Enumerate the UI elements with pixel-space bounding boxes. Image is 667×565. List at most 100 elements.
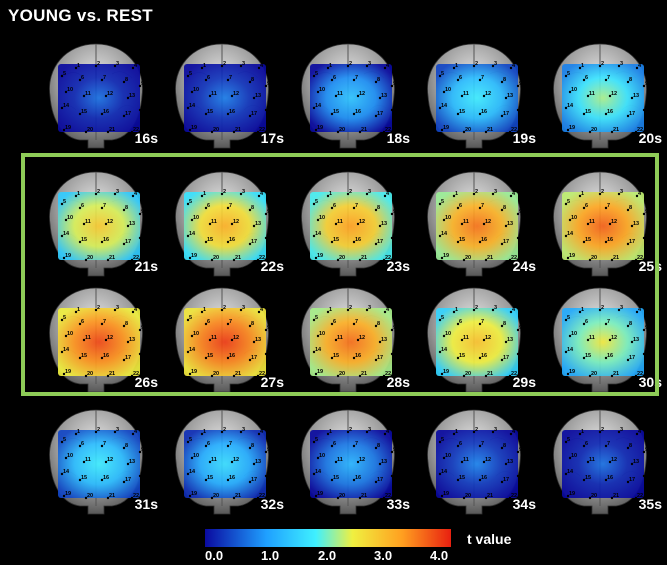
svg-text:17: 17 xyxy=(629,355,635,361)
svg-text:5: 5 xyxy=(567,437,570,443)
svg-text:22: 22 xyxy=(259,371,265,377)
svg-text:7: 7 xyxy=(355,319,358,325)
svg-text:4: 4 xyxy=(134,429,138,435)
svg-text:15: 15 xyxy=(207,109,213,115)
svg-text:6: 6 xyxy=(81,319,84,325)
svg-text:15: 15 xyxy=(81,109,87,115)
svg-text:13: 13 xyxy=(381,459,387,465)
svg-text:11: 11 xyxy=(463,457,469,463)
svg-text:9: 9 xyxy=(519,447,522,453)
svg-text:2: 2 xyxy=(601,189,604,195)
svg-text:5: 5 xyxy=(189,315,192,321)
svg-text:13: 13 xyxy=(129,93,135,99)
svg-text:12: 12 xyxy=(485,457,491,463)
svg-text:10: 10 xyxy=(67,87,73,93)
svg-text:14: 14 xyxy=(567,231,574,237)
svg-text:6: 6 xyxy=(81,203,84,209)
svg-text:3: 3 xyxy=(494,427,497,433)
svg-text:8: 8 xyxy=(503,443,506,449)
svg-text:13: 13 xyxy=(381,221,387,227)
svg-text:9: 9 xyxy=(267,447,270,453)
svg-text:7: 7 xyxy=(355,75,358,81)
svg-text:4: 4 xyxy=(260,63,264,69)
svg-text:11: 11 xyxy=(337,219,343,225)
svg-text:4: 4 xyxy=(260,191,264,197)
svg-text:1: 1 xyxy=(455,63,458,69)
svg-text:19: 19 xyxy=(443,491,449,497)
svg-text:2: 2 xyxy=(349,305,352,311)
svg-text:1: 1 xyxy=(203,191,206,197)
time-label: 28s xyxy=(386,374,410,390)
svg-text:17: 17 xyxy=(125,355,131,361)
svg-text:10: 10 xyxy=(445,331,451,337)
svg-text:18: 18 xyxy=(393,233,399,239)
svg-text:12: 12 xyxy=(485,335,491,341)
svg-text:16: 16 xyxy=(481,353,487,359)
svg-text:19: 19 xyxy=(191,369,197,375)
svg-text:18: 18 xyxy=(141,105,147,111)
svg-text:7: 7 xyxy=(103,319,106,325)
svg-text:3: 3 xyxy=(494,61,497,67)
svg-text:1: 1 xyxy=(329,63,332,69)
svg-text:8: 8 xyxy=(503,321,506,327)
svg-text:6: 6 xyxy=(207,319,210,325)
svg-text:12: 12 xyxy=(359,219,365,225)
svg-text:12: 12 xyxy=(611,335,617,341)
svg-text:5: 5 xyxy=(189,199,192,205)
svg-text:20: 20 xyxy=(339,371,345,377)
svg-text:5: 5 xyxy=(189,71,192,77)
svg-text:2: 2 xyxy=(223,61,226,67)
svg-text:4: 4 xyxy=(260,429,264,435)
svg-text:16: 16 xyxy=(481,475,487,481)
svg-text:3: 3 xyxy=(368,305,371,311)
svg-text:18: 18 xyxy=(519,349,525,355)
svg-text:9: 9 xyxy=(393,447,396,453)
svg-text:18: 18 xyxy=(519,105,525,111)
colorbar-tick: 4.0 xyxy=(430,548,449,563)
svg-text:22: 22 xyxy=(385,255,391,261)
svg-text:4: 4 xyxy=(134,191,138,197)
svg-text:19: 19 xyxy=(191,253,197,259)
svg-text:20: 20 xyxy=(591,255,597,261)
svg-text:3: 3 xyxy=(116,189,119,195)
svg-text:15: 15 xyxy=(585,475,591,481)
svg-text:13: 13 xyxy=(129,221,135,227)
svg-text:20: 20 xyxy=(339,255,345,261)
svg-text:10: 10 xyxy=(319,331,325,337)
svg-text:14: 14 xyxy=(63,103,70,109)
svg-text:1: 1 xyxy=(329,191,332,197)
colorbar-tick: 3.0 xyxy=(374,548,393,563)
svg-text:19: 19 xyxy=(569,125,575,131)
svg-text:8: 8 xyxy=(629,77,632,83)
svg-text:21: 21 xyxy=(235,371,241,377)
svg-text:20: 20 xyxy=(87,255,93,261)
brain-panel: 1 2 3 4 5 6 7 8 9 10 11 12 13 14 15 16 17 18 19 20 21 22 18s xyxy=(284,38,412,149)
svg-text:20: 20 xyxy=(339,493,345,499)
svg-text:2: 2 xyxy=(475,427,478,433)
svg-text:19: 19 xyxy=(443,125,449,131)
time-label: 22s xyxy=(260,258,284,274)
svg-text:17: 17 xyxy=(251,111,257,117)
svg-text:17: 17 xyxy=(251,477,257,483)
svg-text:5: 5 xyxy=(567,199,570,205)
svg-text:3: 3 xyxy=(242,427,245,433)
svg-text:7: 7 xyxy=(607,441,610,447)
svg-text:21: 21 xyxy=(487,255,493,261)
svg-text:9: 9 xyxy=(141,325,144,331)
svg-text:19: 19 xyxy=(317,491,323,497)
svg-text:16: 16 xyxy=(229,237,235,243)
svg-text:16: 16 xyxy=(103,353,109,359)
svg-text:16: 16 xyxy=(229,353,235,359)
svg-text:10: 10 xyxy=(193,331,199,337)
svg-text:13: 13 xyxy=(255,337,261,343)
svg-text:14: 14 xyxy=(189,469,196,475)
svg-text:1: 1 xyxy=(77,191,80,197)
brain-panel: 1 2 3 4 5 6 7 8 9 10 11 12 13 14 15 16 17 18 19 20 21 22 31s xyxy=(32,404,160,515)
svg-text:2: 2 xyxy=(475,305,478,311)
time-label: 35s xyxy=(638,496,662,512)
svg-text:22: 22 xyxy=(133,255,139,261)
svg-text:6: 6 xyxy=(459,203,462,209)
svg-text:18: 18 xyxy=(393,471,399,477)
svg-text:5: 5 xyxy=(315,437,318,443)
